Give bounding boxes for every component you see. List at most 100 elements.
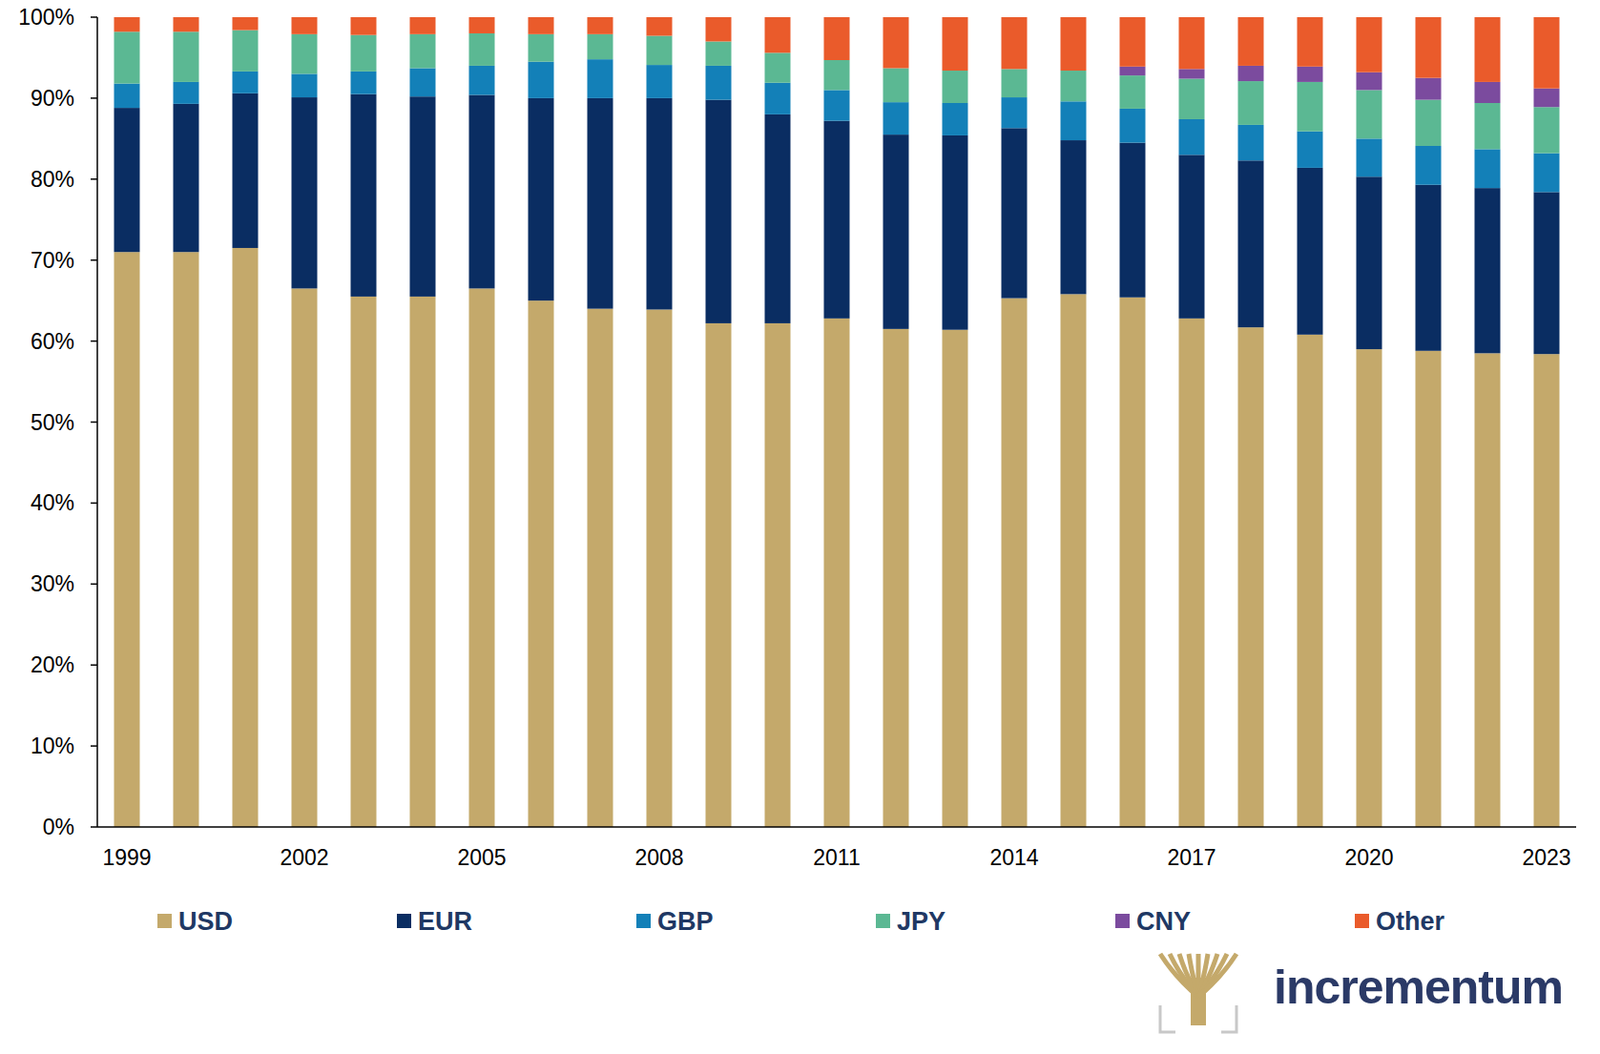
y-tick [90,97,98,100]
bar-segment [646,309,673,828]
bar-segment [528,34,555,63]
bar-segment [1415,351,1442,828]
bar-segment [942,330,969,828]
bar-segment [646,98,673,311]
bar-segment [528,98,555,301]
bar-segment [1001,298,1028,828]
bar-segment [883,134,910,330]
bar-segment [1356,138,1383,177]
y-tick [90,745,98,748]
bar-segment [114,107,141,252]
bar-segment [1356,89,1383,139]
y-tick-label: 10% [30,733,75,759]
y-tick-label: 60% [30,329,75,354]
bar-segment [1238,65,1265,82]
x-tick-label: 2014 [989,845,1039,871]
bar-segment [351,94,377,297]
chart: 0%10%20%30%40%50%60%70%80%90%100%1999200… [0,0,1600,1054]
bar-segment [291,288,318,828]
bar-segment [1356,176,1383,350]
bar-segment [1297,334,1324,828]
y-tick-label: 40% [30,490,75,516]
bar-segment [1534,191,1560,354]
bar-segment [1179,119,1206,155]
bar-segment [1120,108,1146,144]
bar-segment [1475,148,1501,188]
x-tick-label: 2020 [1344,845,1393,871]
bar-segment [232,71,259,94]
legend-swatch [396,914,412,929]
bar-segment [173,82,200,104]
x-tick-label: 2002 [279,845,329,871]
bar-segment [646,36,673,66]
x-axis [97,826,1577,829]
legend: USDEURGBPJPYCNYOther [157,907,1446,936]
bar-segment [173,251,200,828]
logo-branch [1179,954,1199,998]
bar-segment [291,97,318,289]
bar-segment [1238,17,1265,66]
bar-segment [469,65,496,96]
bar-segment [883,102,910,135]
y-tick-label: 70% [30,248,75,273]
bar-segment [824,121,851,319]
bar-segment [765,83,791,115]
bar-segment [114,31,141,84]
bar-segment [114,251,141,828]
bar-segment [173,31,200,83]
bar-segment [824,318,851,828]
bar-segment [1179,68,1206,79]
legend-swatch [157,914,172,929]
bar-segment [1001,127,1028,298]
bar-segment [1060,70,1087,102]
x-tick-label: 2011 [812,845,860,871]
bars [114,17,1560,828]
bar-segment [1415,78,1442,101]
bar-segment [1060,140,1087,294]
bar-segment [469,288,496,828]
bar-segment [1534,17,1560,89]
bar-segment [1475,187,1501,354]
bar-segment [1120,66,1146,76]
bar-segment [942,135,969,331]
y-tick [90,664,98,666]
bar-segment [1297,167,1324,335]
x-tick-label: 2008 [634,845,684,871]
bar-segment [706,323,732,828]
bar-segment [232,248,259,828]
bar-segment [706,65,732,101]
bar-segment [1179,17,1206,69]
bar-segment [1120,17,1146,67]
bar-segment [1475,103,1501,149]
y-tick [90,502,98,505]
bar-segment [1120,143,1146,298]
bar-segment [587,98,614,310]
bar-segment [1001,17,1028,69]
bar-segment [351,35,377,72]
bar-segment [1356,349,1383,828]
bar-segment [173,103,200,252]
bar-segment [1297,17,1324,67]
bar-segment [1534,106,1560,153]
bar-segment [291,73,318,98]
bar-segment [883,329,910,828]
bar-segment [824,89,851,121]
y-tick-label: 30% [30,571,75,597]
legend-swatch [875,914,891,929]
bar-segment [1238,81,1265,125]
bar-segment [765,323,791,828]
bar-segment [1475,82,1501,104]
bar-segment [706,17,732,42]
bar-segment [883,17,910,68]
bar-segment [942,103,969,136]
bar-segment [1238,327,1265,828]
bar-segment [1415,17,1442,79]
x-tick-label: 2005 [457,845,506,871]
y-tick-label: 20% [30,652,75,678]
x-tick-label: 2017 [1166,845,1216,871]
bar-segment [291,34,318,75]
bar-segment [1415,100,1442,146]
x-tick-label: 2023 [1521,845,1571,871]
logo-bracket [1221,1005,1237,1033]
bar-segment [232,17,259,31]
